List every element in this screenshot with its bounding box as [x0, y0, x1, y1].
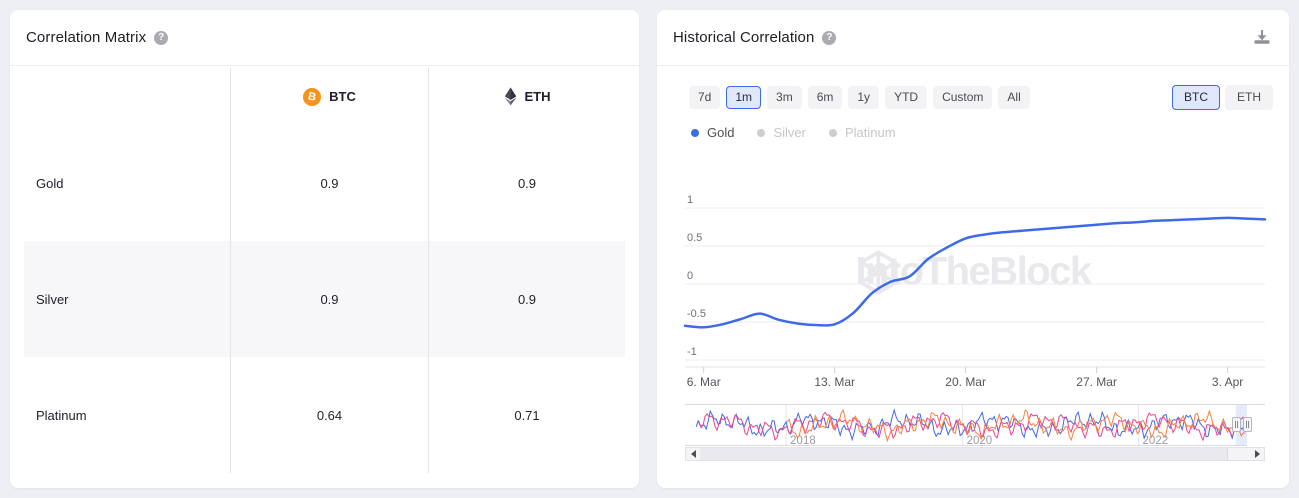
correlation-value-btc: 0.9 — [230, 241, 428, 357]
svg-text:1: 1 — [687, 194, 693, 206]
historical-correlation-title: Historical Correlation — [673, 29, 815, 46]
watermark: IntoTheBlock — [855, 250, 1092, 295]
asset-row-label: Gold — [36, 175, 64, 191]
svg-text:0.5: 0.5 — [687, 232, 702, 244]
range-button-1y[interactable]: 1y — [848, 86, 880, 110]
time-range-selector: 7d 1m 3m 6m 1y YTD Custom All — [689, 86, 1030, 110]
range-button-all[interactable]: All — [998, 86, 1030, 110]
legend-dot-icon — [757, 128, 766, 137]
legend-item-silver[interactable]: Silver — [757, 125, 806, 140]
history-chart-plot[interactable]: 1 0.5 0 -0.5 -1 6. Mar 13. Mar 20. Mar 27. Mar 3.… — [657, 190, 1289, 390]
svg-text:2018: 2018 — [790, 435, 816, 446]
download-icon — [1254, 30, 1270, 44]
correlation-value-eth: 0.71 — [428, 357, 625, 473]
correlation-value-eth: 0.9 — [428, 241, 625, 357]
column-header-eth: ETH — [524, 89, 551, 104]
range-button-3m[interactable]: 3m — [767, 86, 802, 110]
svg-text:6. Mar: 6. Mar — [687, 375, 721, 389]
svg-text:3. Apr: 3. Apr — [1212, 375, 1243, 389]
chart-controls: 7d 1m 3m 6m 1y YTD Custom All BTC ETH — [689, 85, 1273, 111]
correlation-value-btc: 0.64 — [230, 357, 428, 473]
legend-item-gold[interactable]: Gold — [691, 125, 734, 140]
left-arrow-icon — [690, 450, 696, 458]
correlation-matrix-title: Correlation Matrix — [26, 29, 147, 46]
asset-button-btc[interactable]: BTC — [1172, 85, 1220, 111]
navigator-scrollbar[interactable] — [685, 447, 1265, 461]
svg-text:20. Mar: 20. Mar — [945, 375, 986, 389]
range-button-6m[interactable]: 6m — [807, 86, 843, 110]
legend-label: Platinum — [844, 125, 896, 141]
history-chart-area[interactable]: IntoTheBlock 1 0.5 0 -0.5 -1 6. Mar 13. Mar 20.… — [657, 190, 1289, 390]
navigator-chart[interactable]: 2018 2020 2022 — [657, 404, 1289, 447]
asset-row-label: Silver — [36, 291, 69, 307]
table-row-gold: Gold 0.9 0.9 — [24, 125, 625, 241]
column-header-btc: BTC — [329, 89, 356, 104]
svg-text:-1: -1 — [687, 346, 697, 358]
table-row-silver: Silver 0.9 0.9 — [24, 241, 625, 357]
legend-dot-icon — [691, 128, 699, 137]
chart-legend: Gold Silver Platinum — [691, 125, 1273, 140]
help-icon[interactable] — [822, 30, 837, 45]
matrix-corner-cell — [24, 68, 230, 125]
correlation-matrix-header: Correlation Matrix — [10, 10, 639, 66]
correlation-matrix-table: B BTC ETH Gold 0.9 0.9 — [24, 68, 625, 473]
scrollbar-thumb[interactable] — [700, 448, 1228, 460]
navigator-handle-left[interactable] — [1231, 417, 1241, 432]
svg-text:27. Mar: 27. Mar — [1076, 375, 1117, 389]
legend-item-platinum[interactable]: Platinum — [828, 125, 896, 141]
correlation-value-btc: 0.9 — [230, 125, 428, 241]
range-button-ytd[interactable]: YTD — [885, 86, 928, 110]
svg-text:2020: 2020 — [967, 435, 993, 446]
svg-text:13. Mar: 13. Mar — [814, 375, 855, 389]
download-button[interactable] — [1251, 27, 1273, 48]
asset-button-eth[interactable]: ETH — [1225, 85, 1273, 111]
correlation-matrix-panel: Correlation Matrix B BTC — [10, 10, 639, 488]
correlation-value-eth: 0.9 — [428, 125, 625, 241]
asset-toggle: BTC ETH — [1172, 85, 1273, 111]
svg-text:-0.5: -0.5 — [687, 308, 706, 320]
range-button-1m[interactable]: 1m — [726, 86, 762, 110]
svg-text:2022: 2022 — [1143, 435, 1169, 446]
scroll-left-button[interactable] — [686, 448, 700, 460]
intotheblock-logo-icon — [859, 250, 898, 295]
matrix-header-row: B BTC ETH — [24, 68, 625, 125]
table-row-platinum: Platinum 0.64 0.71 — [24, 357, 625, 473]
legend-dot-icon — [828, 128, 837, 137]
navigator-handle-right[interactable] — [1243, 417, 1252, 432]
asset-row-label: Platinum — [36, 407, 87, 423]
range-button-7d[interactable]: 7d — [689, 86, 721, 110]
bitcoin-icon: B — [303, 87, 322, 106]
legend-label: Silver — [773, 125, 806, 141]
legend-label: Gold — [707, 125, 735, 141]
historical-correlation-header: Historical Correlation — [657, 10, 1289, 66]
scroll-right-button[interactable] — [1250, 448, 1264, 460]
ethereum-icon — [504, 87, 516, 106]
right-arrow-icon — [1254, 450, 1260, 458]
historical-correlation-panel: Historical Correlation 7d 1m 3m 6m 1y YT… — [657, 10, 1289, 488]
svg-text:0: 0 — [687, 270, 693, 282]
help-icon[interactable] — [154, 30, 169, 45]
range-button-custom[interactable]: Custom — [933, 86, 993, 110]
